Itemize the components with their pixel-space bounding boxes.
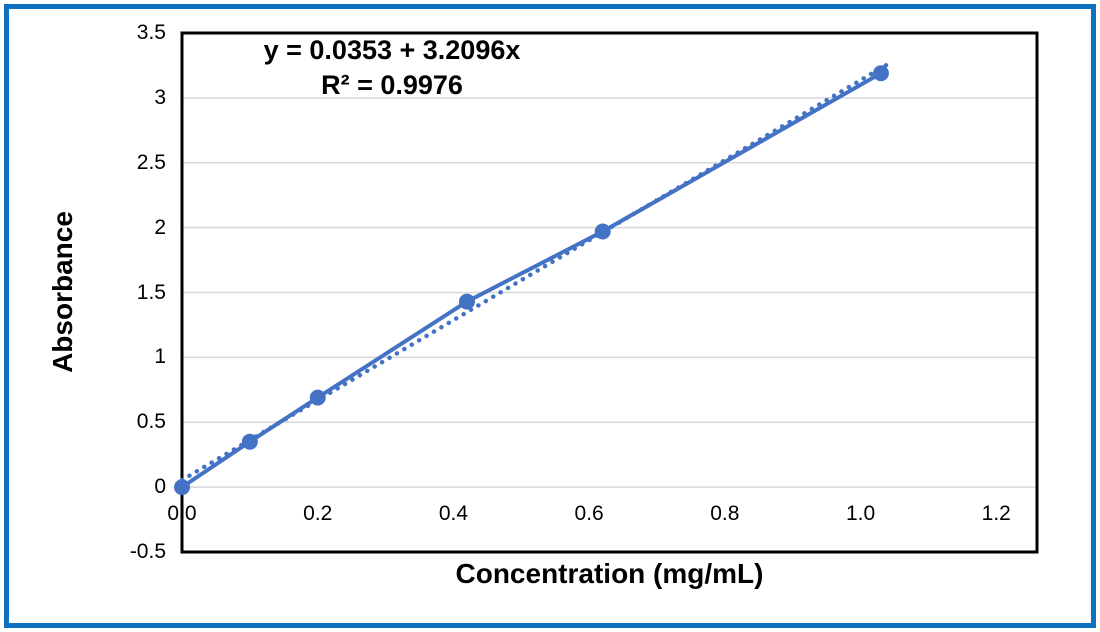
y-axis-tick-label: -0.5	[129, 540, 166, 563]
x-axis-tick-label: 0.4	[438, 502, 469, 525]
plot-border	[180, 31, 1039, 554]
data-point-marker	[459, 293, 475, 310]
trendline-equation-text: y = 0.0353 + 3.2096x	[263, 35, 521, 65]
x-axis-tick-label: 0.8	[710, 502, 740, 525]
data-point-marker	[309, 389, 326, 406]
y-axis-tick-label: 3.5	[136, 21, 166, 44]
series-line	[180, 71, 883, 490]
x-axis-tick-label: 0.6	[574, 502, 604, 525]
y-axis-tick-label: 0.5	[136, 410, 166, 434]
x-axis-title: Concentration (mg/mL)	[455, 558, 764, 589]
data-point-marker	[174, 479, 190, 496]
x-axis-tick-label: 0.2	[303, 502, 333, 525]
y-axis-tick-label: 2.5	[136, 150, 166, 174]
trendline-annotation: y = 0.0353 + 3.2096x R² = 0.9976	[182, 33, 602, 103]
y-axis-tick-label: 1.5	[136, 280, 166, 304]
y-axis-tick-label: 2	[154, 215, 166, 239]
y-axis-tick-label: 0	[154, 475, 166, 499]
data-point-marker	[594, 223, 611, 240]
x-axis-tick-label: 1.2	[981, 502, 1011, 525]
x-axis-tick-label: 1.0	[845, 502, 876, 525]
x-axis-tick-label: 0.0	[167, 502, 197, 525]
data-point-marker	[872, 65, 889, 82]
data-point-marker	[241, 433, 258, 450]
y-axis-tick-label: 1	[154, 345, 166, 369]
r-squared-text: R² = 0.9976	[321, 70, 463, 100]
y-axis-title: Absorbance	[47, 211, 78, 373]
y-axis-tick-label: 3	[154, 85, 166, 109]
